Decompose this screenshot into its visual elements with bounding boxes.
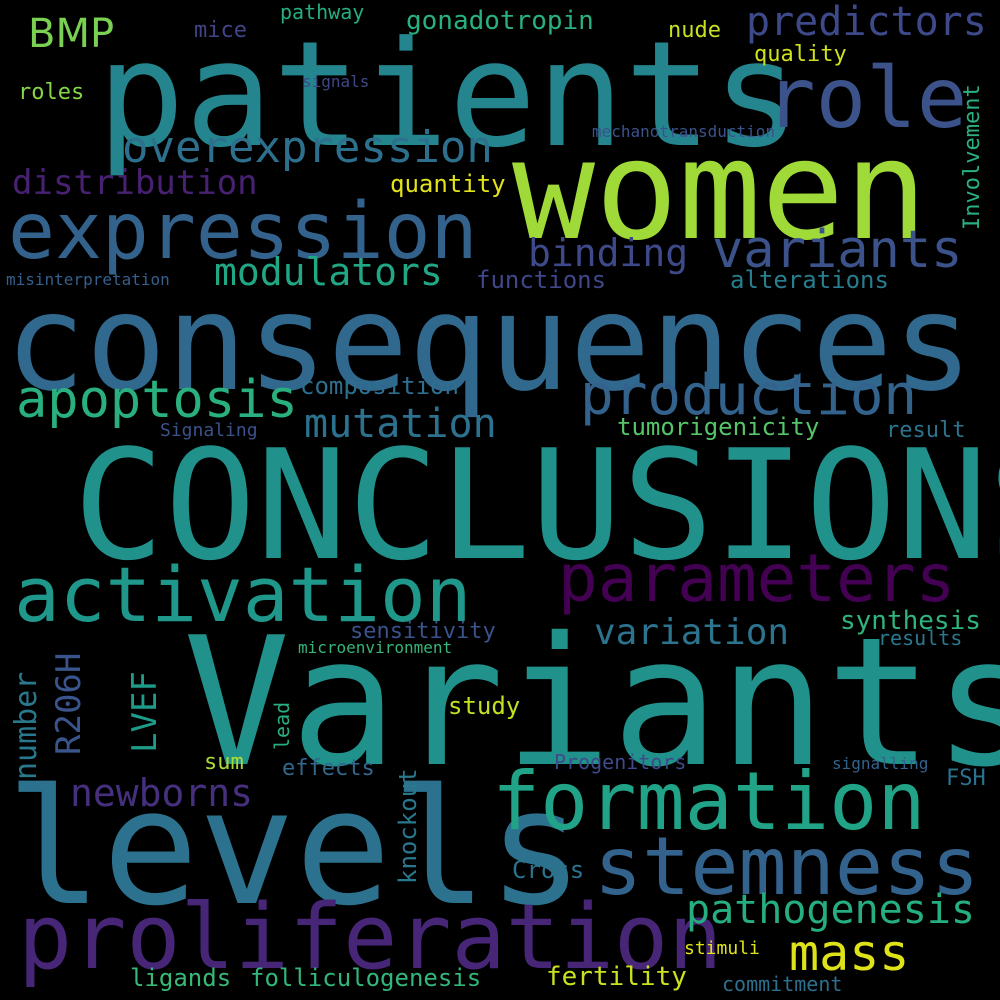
word-effects: effects [282,756,375,781]
word-bmp: BMP [28,11,115,57]
word-newborns: newborns [70,771,254,815]
word-knockout: knockout [394,768,422,884]
word-nude: nude [668,18,721,43]
word-microenvironment: microenvironment [298,638,453,657]
word-variants-large: Variants [183,599,1000,806]
word-binding: binding [528,231,689,275]
word-fertility: fertility [546,962,687,992]
word-women: women [512,110,928,271]
word-quality: quality [754,42,847,67]
word-role: role [765,49,968,147]
word-functions: functions [476,266,607,294]
word-folliculogenesis: folliculogenesis [250,964,482,992]
word-signalling: signalling [832,754,929,773]
word-mutation: mutation [304,401,497,447]
word-cross: Cross [512,856,585,884]
word-mass: mass [789,924,910,982]
word-apoptosis: apoptosis [16,370,298,430]
word-misinterpretation: misinterpretation [6,270,170,289]
word-sensitivity: sensitivity [350,619,496,644]
word-proliferation: proliferation [18,885,723,990]
word-quantity: quantity [390,170,506,198]
word-r206h: R206H [49,652,89,755]
word-progenitors: Progenitors [554,750,687,774]
word-parameters: parameters [558,540,956,617]
word-distribution: distribution [12,163,258,203]
word-predictors: predictors [746,0,987,45]
word-study: study [448,692,521,720]
word-lead: lead [270,701,294,750]
word-consequences: consequences [5,265,974,421]
word-pathogenesis: pathogenesis [686,887,975,933]
word-results: results [878,626,963,650]
word-synthesis: synthesis [840,606,981,636]
word-number: number [9,671,44,780]
word-involvement: Involvement [960,84,985,230]
word-expression: expression [8,187,478,277]
word-sum: sum [204,750,244,775]
word-stemness: stemness [594,820,980,913]
word-alterations: alterations [730,266,889,294]
word-lvef: LVEF [125,671,165,753]
word-variants-small: variants [712,220,963,280]
word-roles: roles [18,80,85,105]
word-variation: variation [594,612,790,653]
word-tumorigenicity: tumorigenicity [617,413,820,441]
word-overexpression: overexpression [122,122,493,173]
word-commitment: commitment [722,972,843,996]
word-composition: composition [300,372,459,400]
word-activation: activation [14,550,472,639]
word-signals: signals [302,72,370,91]
word-conclusions: CONCLUSIONS [73,417,1000,594]
word-fsh: FSH [946,766,986,791]
word-stimuli: stimuli [684,938,760,959]
word-levels: levels [6,754,584,941]
word-signaling: Signaling [160,420,258,441]
word-production: production [580,363,918,428]
word-mice: mice [194,18,247,43]
word-result: result [886,418,966,443]
word-pathway: pathway [280,0,365,24]
word-gonadotropin: gonadotropin [406,6,594,36]
word-modulators: modulators [214,250,443,294]
word-mechanotransduction: mechanotransduction [592,122,776,141]
word-patients: patients [97,10,801,180]
word-formation: formation [492,755,926,848]
word-ligands: ligands [130,964,232,992]
